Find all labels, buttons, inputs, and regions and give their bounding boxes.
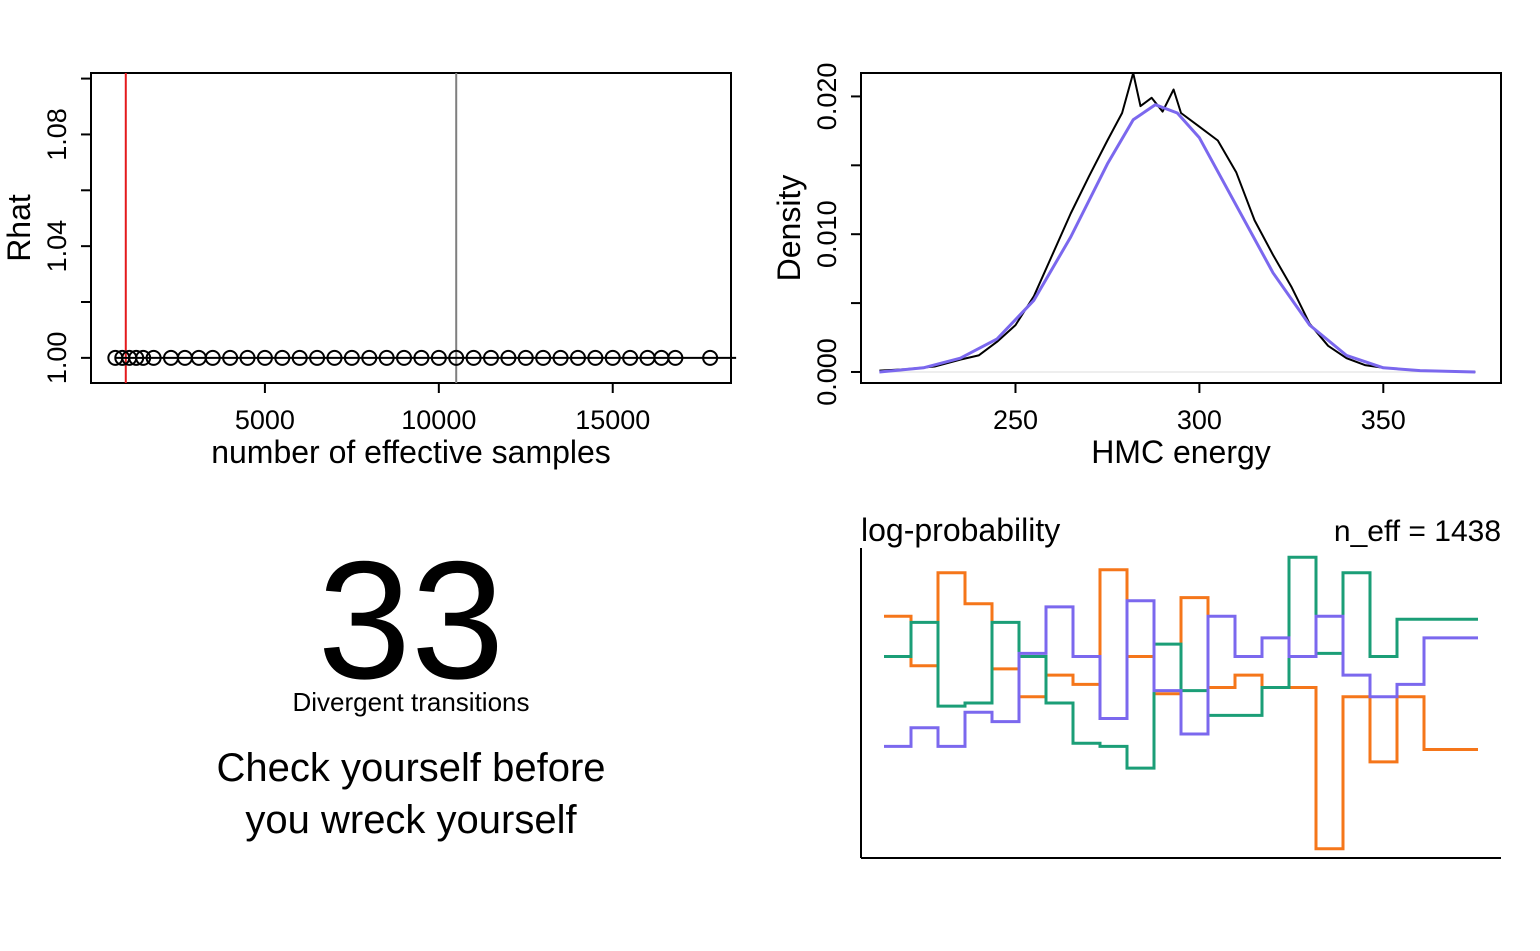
rhat-point [343,349,360,366]
rhat-panel: 5000 10000 15000 1.00 1.04 1.08 number of ef… [1,72,737,470]
rhat-point [222,349,239,366]
energy-y-axis: 0.000 0.010 0.020 [812,63,861,406]
energy-density-line [879,72,1476,373]
rhat-point [552,349,569,366]
rhat-point [483,349,499,366]
energy-x-label: HMC energy [1091,434,1271,470]
rhat-point [413,349,430,366]
rhat-plot-area [107,73,737,383]
rhat-point [535,349,552,366]
energy-y-tick-label: 0.020 [812,63,842,131]
divergent-label: Divergent transitions [293,687,530,717]
rhat-point [291,349,308,366]
rhat-point [587,349,604,366]
energy-x-tick-label: 350 [1361,405,1406,435]
rhat-point [430,349,447,366]
logprob-title: log-probability [861,512,1060,548]
rhat-point [569,349,586,366]
rhat-y-tick-label: 1.08 [42,108,72,161]
divergent-count: 33 [318,526,505,714]
rhat-point [667,349,684,366]
rhat-y-axis: 1.00 1.04 1.08 [42,77,91,385]
rhat-point [361,349,378,366]
rhat-plot-frame [90,72,732,384]
rhat-point [204,349,221,366]
rhat-point [128,349,145,366]
logprob-chain-trace [884,568,1478,851]
rhat-point [256,349,273,366]
rhat-point [239,349,256,366]
energy-y-tick-label: 0.000 [812,338,842,406]
rhat-point [500,349,517,366]
energy-y-tick-label: 0.010 [812,200,842,268]
energy-x-tick-label: 250 [993,405,1038,435]
rhat-x-tick-label: 5000 [235,405,295,435]
rhat-point [448,349,465,366]
rhat-y-label: Rhat [1,194,37,262]
energy-plot-frame [860,72,1502,384]
rhat-point [326,349,343,366]
rhat-point [145,349,162,366]
logprob-plot-area [884,555,1478,851]
rhat-point [378,349,395,366]
rhat-point [274,349,291,366]
divergent-message-line1: Check yourself before [216,746,605,790]
rhat-point [604,349,621,366]
energy-x-axis: 250 300 350 [993,383,1406,435]
rhat-x-tick-label: 15000 [575,405,650,435]
energy-x-tick-label: 300 [1177,405,1222,435]
rhat-point [309,349,326,366]
rhat-point [396,349,413,366]
energy-plot-area [879,72,1476,374]
energy-y-label: Density [771,175,807,282]
rhat-x-tick-label: 10000 [401,405,476,435]
rhat-point [622,349,639,366]
divergent-panel: 33 Divergent transitions Check yourself … [216,526,605,842]
logprob-chain-trace [884,555,1478,770]
rhat-point [702,349,719,366]
logprob-chain-trace [884,599,1478,748]
energy-normal-fit-line [879,103,1476,374]
rhat-y-tick-label: 1.04 [42,220,72,273]
rhat-x-label: number of effective samples [211,434,611,470]
logprob-panel: log-probability n_eff = 1438 [860,512,1501,859]
rhat-point [135,349,152,366]
rhat-point [517,349,534,366]
rhat-x-axis: 5000 10000 15000 [235,383,650,435]
rhat-point [465,349,482,366]
divergent-message-line2: you wreck yourself [245,798,577,842]
rhat-y-tick-label: 1.00 [42,332,72,385]
logprob-neff-annotation: n_eff = 1438 [1334,515,1501,548]
energy-panel: 250 300 350 0.000 0.010 0.020 HMC energy Den… [771,63,1502,470]
